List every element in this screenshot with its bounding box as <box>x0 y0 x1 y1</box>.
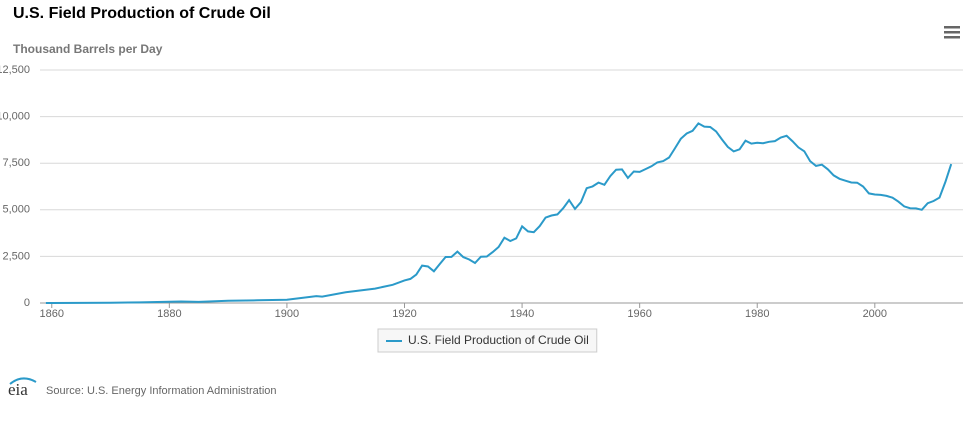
y-tick-label: 12,500 <box>0 64 30 76</box>
line <box>45 122 953 304</box>
x-tick-label: 1940 <box>510 308 534 320</box>
chart-title: U.S. Field Production of Crude Oil <box>13 5 271 22</box>
menu-icon[interactable] <box>944 26 960 39</box>
y-tick-label: 10,000 <box>0 111 30 123</box>
y-tick-label: 0 <box>24 297 30 309</box>
x-tick-label: 1880 <box>157 308 181 320</box>
x-tick-label: 1900 <box>275 308 299 320</box>
y-axis-label: Thousand Barrels per Day <box>13 42 163 56</box>
source: Source: U.S. Energy Information Administ… <box>46 385 277 397</box>
logo-arc <box>9 377 37 385</box>
y-tick-label: 7,500 <box>2 157 30 169</box>
legend-box[interactable] <box>377 328 598 353</box>
logo: eia <box>8 380 28 399</box>
x-tick-label: 2000 <box>863 308 887 320</box>
x-tick-label: 1980 <box>745 308 769 320</box>
legend-label[interactable]: U.S. Field Production of Crude Oil <box>408 333 589 347</box>
y-tick-label: 2,500 <box>2 250 30 262</box>
x-tick-label: 1960 <box>627 308 651 320</box>
x-tick-label: 1860 <box>40 308 64 320</box>
legend: U.S. Field Production of Crude Oil <box>377 328 598 353</box>
x-tick-label: 1920 <box>392 308 416 320</box>
y-tick-label: 5,000 <box>2 204 30 216</box>
